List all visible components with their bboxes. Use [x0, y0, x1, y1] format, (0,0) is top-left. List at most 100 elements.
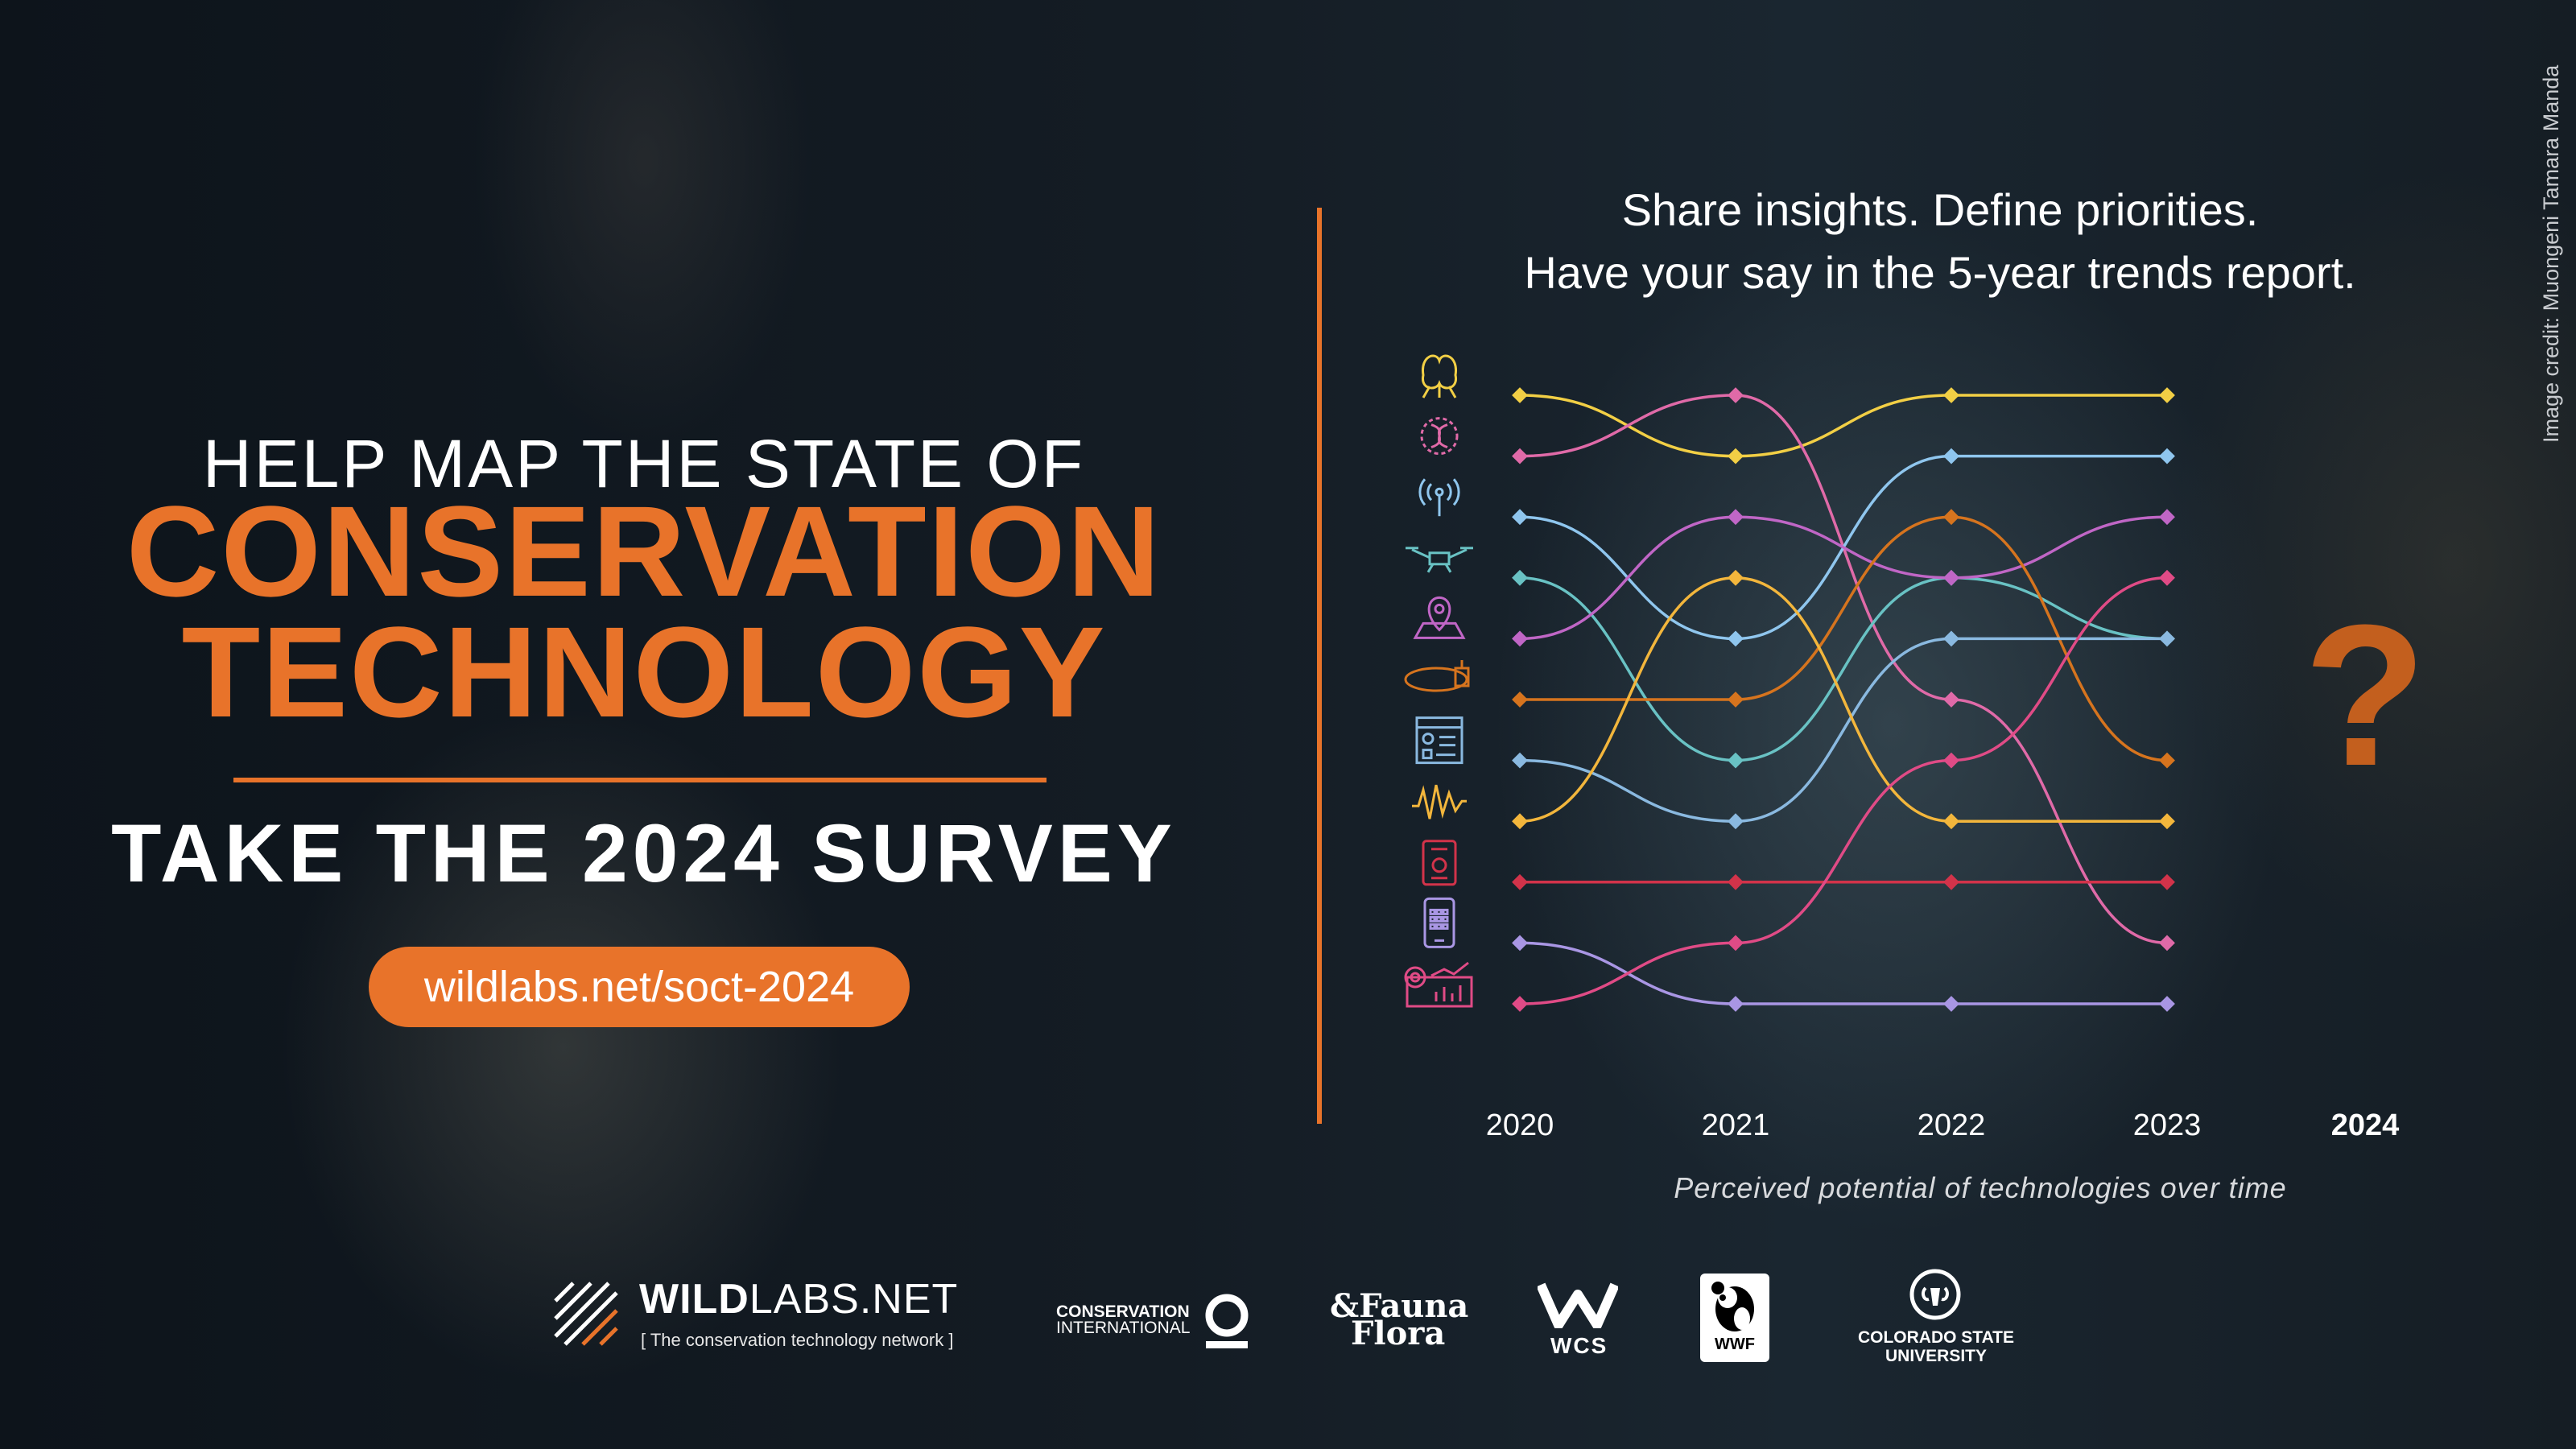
x-tick-label: 2024	[2331, 1108, 2400, 1142]
acoustic-wave-icon	[1412, 784, 1467, 819]
headline-panel: HELP MAP THE STATE OF CONSERVATION TECHN…	[80, 426, 1208, 1027]
x-tick-label: 2020	[1486, 1108, 1554, 1142]
series-line-10	[1519, 941, 2167, 1005]
data-point	[2159, 569, 2175, 586]
data-analytics-icon	[1404, 961, 1473, 1008]
conservation-international-logo: CONSERVATION INTERNATIONAL	[1056, 1302, 1191, 1337]
data-point	[1728, 569, 1744, 586]
data-point	[1943, 752, 1959, 769]
wildlabs-logo-bold: WILD	[639, 1276, 749, 1323]
data-point	[1943, 996, 1959, 1012]
data-point	[2159, 752, 2175, 769]
csu-line1: COLORADO STATE	[1857, 1328, 2015, 1347]
survey-url-link[interactable]: wildlabs.net/soct-2024	[369, 947, 910, 1027]
survey-cta: TAKE THE 2024 SURVEY	[111, 807, 1177, 899]
data-point	[1512, 996, 1528, 1012]
data-point	[1728, 691, 1744, 708]
headline-title-line2: TECHNOLOGY	[181, 600, 1107, 744]
data-point	[1728, 935, 1744, 952]
data-point	[1512, 752, 1528, 769]
data-point	[1728, 387, 1744, 403]
smartphone-icon	[1423, 897, 1455, 948]
wireless-sensor-icon	[1418, 478, 1460, 517]
series-line-11	[1519, 576, 2168, 1005]
data-point	[1728, 873, 1744, 890]
wildlabs-mark-icon	[554, 1282, 618, 1346]
data-point	[1943, 509, 1959, 526]
ai-brain-icon	[1422, 354, 1457, 398]
panda-icon	[1711, 1282, 1754, 1331]
wwf-logo: WWF	[1700, 1274, 1769, 1362]
technology-icons	[1404, 354, 1473, 1008]
data-point	[1943, 387, 1959, 403]
dashboard-icon	[1415, 716, 1463, 765]
headline-title: CONSERVATION TECHNOLOGY	[80, 487, 1208, 744]
data-point	[1943, 813, 1959, 830]
tagline-line1: Share insights. Define priorities.	[1621, 184, 2259, 235]
headline-intro: HELP MAP THE STATE OF	[202, 426, 1086, 502]
series-lines	[1519, 394, 2168, 1005]
data-point	[1728, 813, 1744, 830]
series-line-1	[1519, 394, 2167, 458]
series-line-3	[1519, 454, 2167, 641]
drone-icon	[1406, 547, 1473, 573]
x-tick-label: 2023	[2133, 1108, 2202, 1142]
data-point	[1728, 509, 1744, 526]
wildlabs-tagline: [ The conservation technology network ]	[641, 1330, 954, 1350]
data-point	[2159, 813, 2175, 830]
series-line-7	[1519, 637, 2167, 823]
vertical-divider	[1317, 208, 1322, 1124]
csu-line2: UNIVERSITY	[1885, 1347, 1988, 1365]
data-point	[1943, 569, 1959, 586]
chart-caption: Perceived potential of technologies over…	[1674, 1171, 2287, 1204]
series-points	[1512, 387, 2175, 1012]
data-point	[1728, 630, 1744, 647]
partner-logos: WILDLABS.NET [ The conservation technolo…	[0, 1256, 2576, 1385]
fauna-flora-logo: &Fauna Flora	[1330, 1287, 1469, 1352]
series-line-8	[1519, 576, 2167, 823]
data-point	[1943, 691, 1959, 708]
data-point	[2159, 387, 2175, 403]
headline-rule	[233, 778, 1046, 782]
future-question-mark: ?	[2304, 583, 2427, 807]
ci-line1: CONSERVATION	[1056, 1302, 1190, 1321]
series-line-4	[1519, 576, 2168, 762]
data-point	[1512, 630, 1528, 647]
data-point	[1943, 873, 1959, 890]
x-tick-label: 2021	[1702, 1108, 1770, 1142]
tagline-line2: Have your say in the 5-year trends repor…	[1524, 247, 2356, 298]
map-pin-icon	[1413, 596, 1466, 639]
data-point	[1512, 387, 1528, 403]
x-tick-label: 2022	[1918, 1108, 1986, 1142]
wcs-w-icon	[1538, 1282, 1618, 1328]
ff-line1: &Fauna	[1330, 1287, 1469, 1325]
series-line-6	[1520, 515, 2168, 762]
data-point	[1512, 935, 1528, 952]
data-point	[1943, 630, 1959, 647]
ci-line2: INTERNATIONAL	[1056, 1319, 1191, 1337]
series-line-2	[1519, 394, 2168, 945]
series-line-5	[1519, 515, 2168, 641]
wildlabs-logo: WILDLABS.NET	[639, 1275, 958, 1323]
csu-ram-icon	[1909, 1269, 1961, 1320]
wcs-logo-text: WCS	[1550, 1333, 1608, 1358]
dna-icon	[1420, 417, 1459, 456]
x-axis-labels: 2020 2021 2022 2023 2024	[1486, 1108, 2400, 1142]
data-point	[1512, 873, 1528, 890]
data-point	[1512, 569, 1528, 586]
data-point	[2159, 509, 2175, 526]
data-point	[1728, 752, 1744, 769]
csu-logo-text: COLORADO STATE UNIVERSITY	[1853, 1328, 2019, 1365]
data-point	[2159, 873, 2175, 890]
data-point	[2159, 448, 2175, 464]
tracking-collar-icon	[1404, 660, 1470, 692]
data-point	[2159, 996, 2175, 1012]
ci-circle-icon	[1205, 1294, 1249, 1348]
data-point	[1512, 691, 1528, 708]
ff-line2: Flora	[1351, 1315, 1446, 1352]
data-point	[1728, 448, 1744, 464]
data-point	[2159, 630, 2175, 647]
data-point	[1512, 813, 1528, 830]
